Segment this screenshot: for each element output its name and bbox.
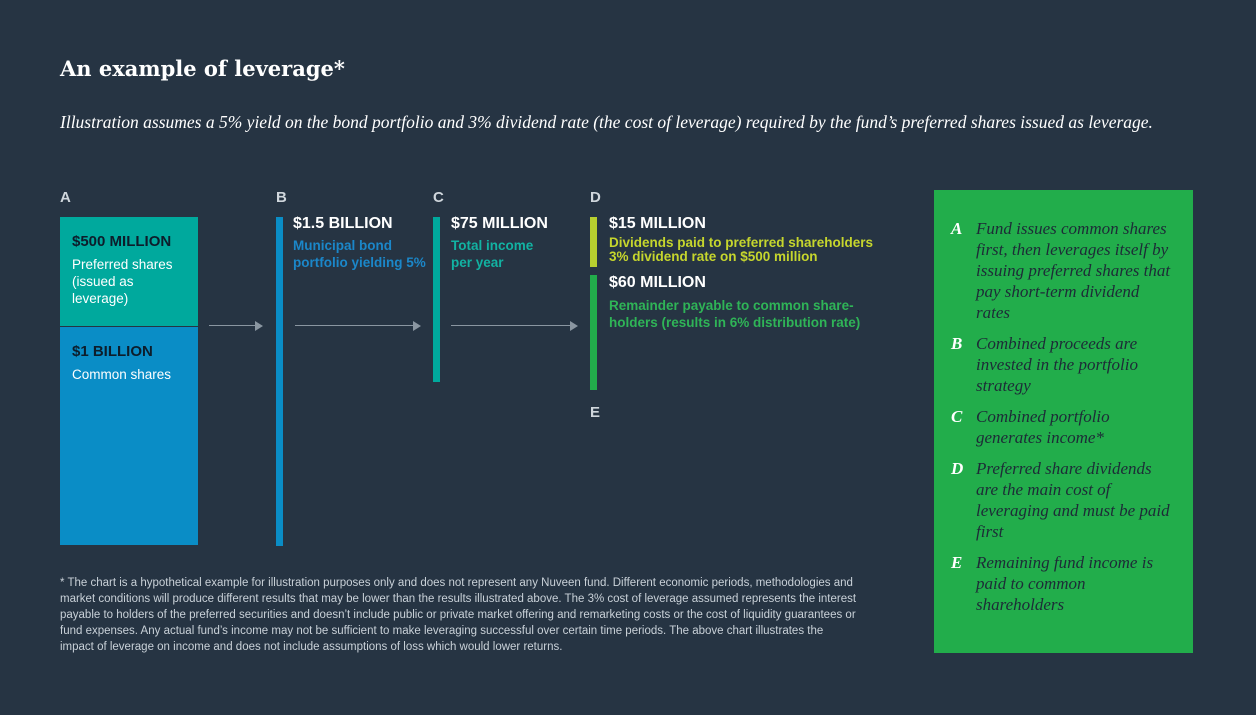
legend-text-e: Remaining fund income is paid to common … (976, 553, 1154, 614)
common-remainder-description: Remainder payable to common share- holde… (609, 297, 860, 331)
legend-item-e: E Remaining fund income is paid to commo… (951, 552, 1175, 615)
page-title: An example of leverage* (60, 56, 345, 81)
legend-letter-c: C (951, 407, 963, 426)
footnote: * The chart is a hypothetical example fo… (60, 577, 857, 653)
bond-portfolio-bar (276, 217, 283, 546)
legend-letter-d: D (951, 459, 964, 478)
legend-item-d: D Preferred share dividends are the main… (951, 458, 1175, 542)
preferred-dividends-label-line2: 3% dividend rate on $500 million (609, 249, 818, 264)
common-shares-label: Common shares (72, 367, 172, 382)
total-income-description: Total income per year (451, 237, 533, 271)
total-income-label-line1: Total income (451, 238, 534, 253)
legend-text-b: Combined proceeds are invested in the po… (976, 334, 1138, 395)
total-income-bar (433, 217, 440, 382)
common-shares-amount: $1 BILLION (72, 343, 153, 360)
bond-portfolio-label-line2: portfolio yielding 5% (293, 255, 426, 270)
legend-text-d: Preferred share dividends are the main c… (976, 459, 1170, 541)
preferred-dividends-amount: $15 MILLION (609, 215, 706, 232)
total-income-label-line2: per year (451, 255, 504, 270)
legend-item-a: A Fund issues common shares first, then … (951, 218, 1175, 323)
legend-item-b: B Combined proceeds are invested in the … (951, 333, 1175, 396)
subtitle: Illustration assumes a 5% yield on the b… (60, 112, 1153, 132)
stage-b-letter: B (276, 189, 287, 206)
legend-text-a: Fund issues common shares first, then le… (976, 219, 1171, 322)
total-income-amount: $75 MILLION (451, 215, 548, 232)
bond-portfolio-amount: $1.5 BILLION (293, 215, 393, 232)
preferred-dividends-label-line1: Dividends paid to preferred shareholders (609, 235, 874, 250)
stage-a-letter: A (60, 189, 71, 206)
preferred-dividends-description: Dividends paid to preferred shareholders… (609, 236, 873, 264)
legend-letter-b: B (951, 334, 963, 353)
arrow-c-to-d (451, 321, 578, 331)
preferred-shares-amount: $500 MILLION (72, 233, 172, 250)
common-remainder-label-line2: holders (results in 6% distribution rate… (609, 315, 861, 330)
preferred-shares-label: Preferred shares (issued as leverage) (72, 257, 173, 306)
bond-portfolio-description: Municipal bond portfolio yielding 5% (293, 237, 426, 271)
legend-letter-e: E (951, 553, 963, 572)
stage-d-letter: D (590, 189, 601, 206)
legend-panel: A Fund issues common shares first, then … (934, 190, 1193, 653)
arrow-b-to-c (295, 321, 421, 331)
stage-e-letter: E (590, 404, 601, 421)
common-remainder-label-line1: Remainder payable to common share- (609, 298, 854, 313)
legend-text-c: Combined portfolio generates income* (976, 407, 1110, 447)
stage-c-letter: C (433, 189, 444, 206)
bond-portfolio-label-line1: Municipal bond (293, 238, 392, 253)
arrow-a-to-b (209, 321, 263, 331)
preferred-shares-box: $500 MILLION Preferred shares (issued as… (60, 217, 198, 326)
legend-item-c: C Combined portfolio generates income* (951, 406, 1175, 448)
common-remainder-bar (590, 275, 597, 390)
legend-letter-a: A (951, 219, 963, 238)
common-shares-box: $1 BILLION Common shares (60, 327, 198, 545)
common-remainder-amount: $60 MILLION (609, 274, 706, 291)
preferred-dividends-bar (590, 217, 597, 267)
